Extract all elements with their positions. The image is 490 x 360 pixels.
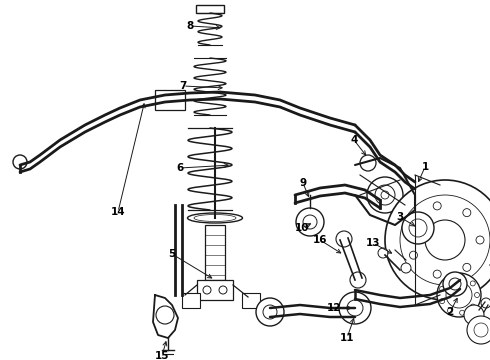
Circle shape xyxy=(476,236,484,244)
Circle shape xyxy=(367,177,403,213)
Circle shape xyxy=(470,304,475,309)
Text: 13: 13 xyxy=(366,238,380,248)
Circle shape xyxy=(474,323,488,337)
Bar xyxy=(242,293,260,308)
Circle shape xyxy=(378,248,388,258)
Circle shape xyxy=(339,292,371,324)
Text: 6: 6 xyxy=(176,163,184,173)
Text: 1: 1 xyxy=(421,162,429,172)
Circle shape xyxy=(360,155,376,171)
Bar xyxy=(155,90,185,110)
Circle shape xyxy=(381,191,389,199)
Text: 9: 9 xyxy=(299,178,307,188)
Circle shape xyxy=(460,310,465,315)
Text: 10: 10 xyxy=(295,223,309,233)
Text: 14: 14 xyxy=(111,207,125,217)
Text: 8: 8 xyxy=(186,21,194,31)
Circle shape xyxy=(375,185,395,205)
Circle shape xyxy=(433,202,441,210)
Circle shape xyxy=(464,305,484,325)
Text: 11: 11 xyxy=(340,333,354,343)
Bar xyxy=(196,5,224,13)
Bar xyxy=(182,293,200,308)
Bar xyxy=(197,280,233,300)
Circle shape xyxy=(303,215,317,229)
Text: 7: 7 xyxy=(179,81,187,91)
Circle shape xyxy=(447,277,452,282)
Circle shape xyxy=(350,272,366,288)
Circle shape xyxy=(409,219,427,237)
Circle shape xyxy=(336,231,352,247)
Bar xyxy=(205,225,225,280)
Circle shape xyxy=(401,263,411,273)
Circle shape xyxy=(467,316,490,344)
Circle shape xyxy=(256,298,284,326)
Text: 12: 12 xyxy=(327,303,341,313)
Ellipse shape xyxy=(194,215,236,221)
Circle shape xyxy=(385,180,490,300)
Circle shape xyxy=(425,220,465,260)
Circle shape xyxy=(347,300,363,316)
Circle shape xyxy=(460,275,465,280)
Circle shape xyxy=(203,286,211,294)
Circle shape xyxy=(447,308,452,313)
Circle shape xyxy=(437,273,481,317)
Circle shape xyxy=(400,195,490,285)
Text: 3: 3 xyxy=(396,212,404,222)
Text: 2: 2 xyxy=(446,307,454,317)
Circle shape xyxy=(410,251,417,259)
Circle shape xyxy=(440,286,444,291)
Circle shape xyxy=(13,155,27,169)
Circle shape xyxy=(481,298,490,308)
Circle shape xyxy=(263,305,277,319)
Circle shape xyxy=(440,299,444,303)
Text: 15: 15 xyxy=(155,351,169,360)
Circle shape xyxy=(410,221,417,229)
Circle shape xyxy=(402,212,434,244)
Text: 16: 16 xyxy=(313,235,327,245)
Circle shape xyxy=(156,306,174,324)
Circle shape xyxy=(219,286,227,294)
Circle shape xyxy=(296,208,324,236)
Circle shape xyxy=(443,272,467,296)
Circle shape xyxy=(463,209,471,217)
Text: 5: 5 xyxy=(169,249,175,259)
Circle shape xyxy=(470,281,475,286)
Ellipse shape xyxy=(188,213,243,223)
Circle shape xyxy=(463,264,471,271)
Circle shape xyxy=(474,292,480,297)
Text: 4: 4 xyxy=(350,135,358,145)
Circle shape xyxy=(433,270,441,278)
Circle shape xyxy=(446,282,472,308)
Circle shape xyxy=(449,278,461,290)
